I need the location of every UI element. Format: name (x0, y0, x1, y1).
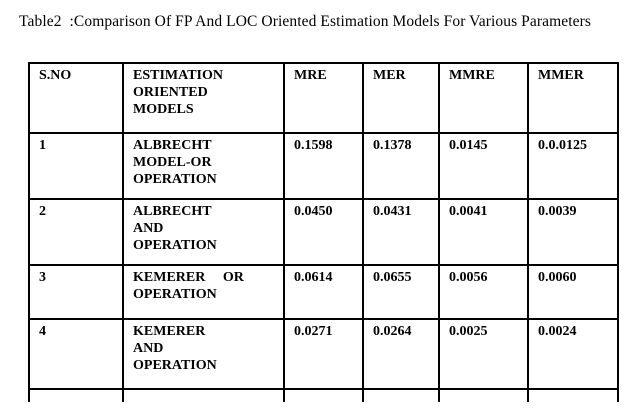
empty-cell (527, 388, 619, 402)
cell-mer: 0.0431 (362, 198, 440, 266)
header-cell-mer: MER (362, 62, 440, 134)
cell-sno: 1 (28, 132, 124, 200)
comparison-table: S.NO ESTIMATION ORIENTED MODELS MRE MER … (28, 62, 619, 402)
header-cell-mmer: MMER (527, 62, 619, 134)
cell-mre: 0.0271 (283, 318, 364, 390)
empty-cell (362, 388, 440, 402)
cell-sno: 4 (28, 318, 124, 390)
cell-mer: 0.0655 (362, 264, 440, 320)
header-cell-model: ESTIMATION ORIENTED MODELS (122, 62, 285, 134)
cell-mmer: 0.0024 (527, 318, 619, 390)
header-cell-mmre: MMRE (438, 62, 529, 134)
header-row: S.NO ESTIMATION ORIENTED MODELS MRE MER … (28, 62, 619, 134)
cell-mre: 0.1598 (283, 132, 364, 200)
cell-mmer: 0.0.0125 (527, 132, 619, 200)
empty-cell (283, 388, 364, 402)
table-row: 4 KEMERER AND OPERATION 0.0271 0.0264 0.… (28, 318, 619, 390)
cell-mmer: 0.0039 (527, 198, 619, 266)
table-row: 3 KEMERER OR OPERATION 0.0614 0.0655 0.0… (28, 264, 619, 320)
cell-mer: 0.0264 (362, 318, 440, 390)
cell-mre: 0.0614 (283, 264, 364, 320)
cell-model: ALBRECHT AND OPERATION (122, 198, 285, 266)
cell-mmre: 0.0025 (438, 318, 529, 390)
cell-mmer: 0.0060 (527, 264, 619, 320)
header-cell-sno: S.NO (28, 62, 124, 134)
cell-mre: 0.0450 (283, 198, 364, 266)
cell-model: ALBRECHT MODEL-OR OPERATION (122, 132, 285, 200)
cell-model: KEMERER OR OPERATION (122, 264, 285, 320)
table-caption: Table2 :Comparison Of FP And LOC Oriente… (19, 13, 592, 30)
cell-sno: 3 (28, 264, 124, 320)
table-container: S.NO ESTIMATION ORIENTED MODELS MRE MER … (28, 62, 623, 402)
header-cell-mre: MRE (283, 62, 364, 134)
table-row: 1 ALBRECHT MODEL-OR OPERATION 0.1598 0.1… (28, 132, 619, 200)
cell-mer: 0.1378 (362, 132, 440, 200)
clipped-empty-row (28, 388, 619, 402)
cell-model: KEMERER AND OPERATION (122, 318, 285, 390)
table-row: 2 ALBRECHT AND OPERATION 0.0450 0.0431 0… (28, 198, 619, 266)
empty-cell (28, 388, 124, 402)
cell-sno: 2 (28, 198, 124, 266)
cell-mmre: 0.0056 (438, 264, 529, 320)
cell-mmre: 0.0145 (438, 132, 529, 200)
empty-cell (122, 388, 285, 402)
empty-cell (438, 388, 529, 402)
cell-mmre: 0.0041 (438, 198, 529, 266)
